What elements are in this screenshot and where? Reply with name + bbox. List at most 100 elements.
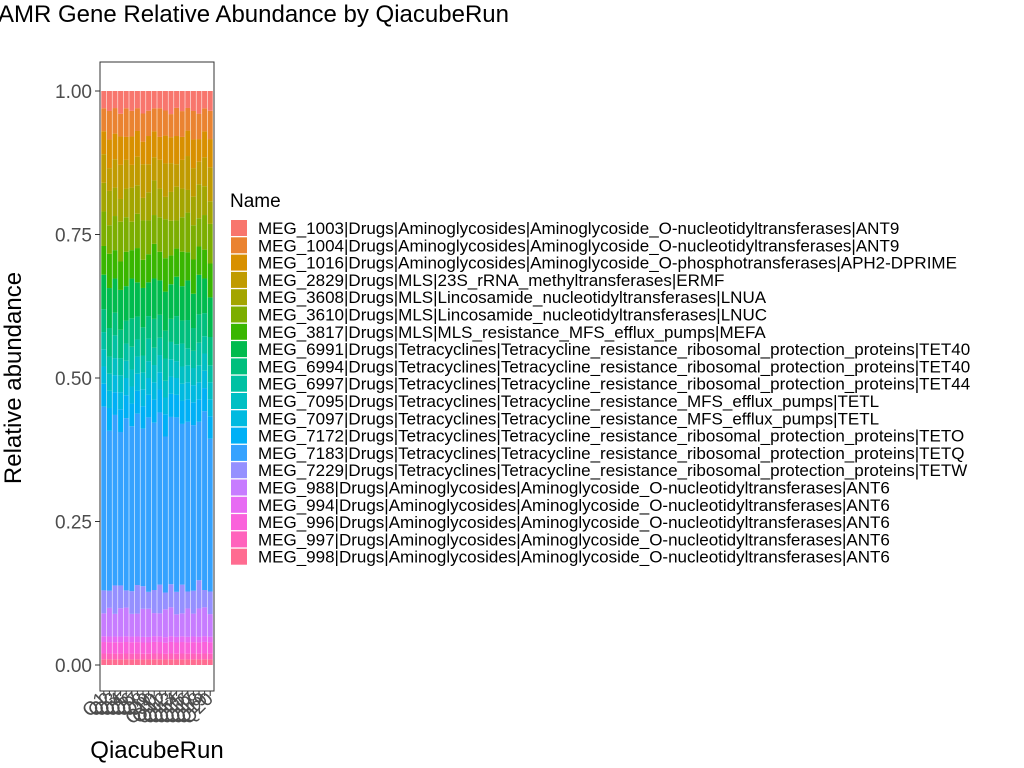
bar-segment bbox=[101, 332, 107, 350]
bar-segment bbox=[196, 653, 202, 660]
bar-segment bbox=[207, 399, 213, 417]
bar-segment bbox=[202, 607, 208, 637]
bar-segment bbox=[162, 397, 168, 415]
legend-swatch bbox=[231, 358, 247, 375]
legend-swatch bbox=[231, 341, 247, 358]
bar-segment bbox=[185, 608, 191, 637]
bar-segment bbox=[174, 316, 180, 345]
bar-segment bbox=[101, 383, 107, 407]
legend-entry: MEG_7172|Drugs|Tetracyclines|Tetracyclin… bbox=[258, 427, 964, 446]
bar-segment bbox=[179, 217, 185, 252]
bar-segment bbox=[112, 414, 118, 586]
bar-segment bbox=[151, 613, 157, 637]
bar-segment bbox=[179, 188, 185, 218]
legend-entry: MEG_1003|Drugs|Aminoglycosides|Aminoglyc… bbox=[258, 219, 899, 238]
bar-segment bbox=[134, 213, 140, 249]
bar-segment bbox=[134, 390, 140, 414]
plot-area bbox=[101, 91, 213, 665]
bar-segment bbox=[118, 289, 124, 330]
bar-segment bbox=[185, 252, 191, 281]
bar-segment bbox=[112, 636, 118, 643]
bar-segment bbox=[157, 613, 163, 637]
legend-title: Name bbox=[230, 191, 281, 212]
bar-segment bbox=[118, 375, 124, 393]
bar-segment bbox=[101, 182, 107, 212]
legend-swatch bbox=[231, 531, 247, 548]
bar-segment bbox=[106, 430, 112, 591]
bar-segment bbox=[123, 217, 129, 252]
bar-segment bbox=[174, 642, 180, 654]
bar-segment bbox=[106, 91, 112, 111]
bar-segment bbox=[162, 659, 168, 665]
y-tick-label: 0.50 bbox=[55, 369, 92, 390]
bar-segment bbox=[123, 607, 129, 637]
bar-segment bbox=[179, 159, 185, 189]
legend-swatch bbox=[231, 462, 247, 479]
bar-segment bbox=[118, 392, 124, 410]
bar-segment bbox=[151, 641, 157, 654]
plot-border bbox=[99, 61, 215, 692]
bar-segment bbox=[157, 337, 163, 356]
bar-segment bbox=[168, 191, 174, 221]
bar-segment bbox=[112, 585, 118, 614]
bar-segment bbox=[140, 197, 146, 221]
bar-segment bbox=[134, 653, 140, 660]
bar-segment bbox=[185, 320, 191, 349]
bar-segment bbox=[207, 614, 213, 637]
legend-entry: MEG_7097|Drugs|Tetracyclines|Tetracyclin… bbox=[258, 409, 879, 428]
legend-entry: MEG_3608|Drugs|MLS|Lincosamide_nucleotid… bbox=[258, 288, 767, 307]
bar-segment bbox=[190, 139, 196, 169]
bar-segment bbox=[112, 659, 118, 665]
bar-segment bbox=[129, 136, 135, 165]
chart-title: AMR Gene Relative Abundance by QiacubeRu… bbox=[0, 1, 509, 28]
bar-segment bbox=[196, 382, 202, 400]
legend-entry: MEG_988|Drugs|Aminoglycosides|Aminoglyco… bbox=[258, 479, 890, 498]
bar-segment bbox=[118, 329, 124, 359]
bar-segment bbox=[196, 139, 202, 162]
bar-segment bbox=[140, 287, 146, 328]
bar-segment bbox=[146, 282, 152, 317]
bar-segment bbox=[151, 659, 157, 665]
bar-segment bbox=[118, 358, 124, 376]
legend-entry: MEG_7183|Drugs|Tetracyclines|Tetracyclin… bbox=[258, 444, 964, 463]
bar-segment bbox=[202, 313, 208, 337]
bar-segment bbox=[146, 136, 152, 165]
bar-segment bbox=[134, 339, 140, 357]
bar-segment bbox=[146, 653, 152, 660]
bar-segment bbox=[140, 586, 146, 609]
bar-segment bbox=[157, 659, 163, 665]
bar-segment bbox=[123, 636, 129, 643]
bar-segment bbox=[185, 636, 191, 643]
bar-segment bbox=[202, 659, 208, 665]
bar-segment bbox=[106, 659, 112, 665]
legend-swatch bbox=[231, 375, 247, 392]
bar-segment bbox=[162, 110, 168, 136]
bar-segment bbox=[196, 580, 202, 609]
bar-segment bbox=[207, 91, 213, 111]
bar-segment bbox=[101, 636, 107, 643]
bar-segment bbox=[140, 389, 146, 407]
bar-segment bbox=[101, 659, 107, 665]
bar-segment bbox=[179, 366, 185, 384]
bar-segment bbox=[207, 110, 213, 140]
bar-segment bbox=[174, 653, 180, 660]
x-axis-title: QiacubeRun bbox=[90, 737, 223, 764]
bar-segment bbox=[162, 637, 168, 643]
bar-segment bbox=[112, 335, 118, 359]
bar-segment bbox=[118, 585, 124, 609]
bar-segment bbox=[185, 189, 191, 213]
bar-segment bbox=[185, 348, 191, 366]
bar-segment bbox=[134, 642, 140, 654]
bar-segment bbox=[162, 609, 168, 638]
legend-entry: MEG_1016|Drugs|Aminoglycosides|Aminoglyc… bbox=[258, 254, 957, 273]
legend-entry: MEG_1004|Drugs|Aminoglycosides|Aminoglyc… bbox=[258, 236, 899, 255]
bar-segment bbox=[168, 641, 174, 654]
bar-segment bbox=[129, 318, 135, 347]
bar-segment bbox=[174, 91, 180, 108]
legend-swatch bbox=[231, 548, 247, 565]
bar-segment bbox=[106, 373, 112, 391]
bar-segment bbox=[157, 188, 163, 218]
bar-segment bbox=[146, 192, 152, 221]
bar-segment bbox=[185, 107, 191, 131]
bar-segment bbox=[190, 653, 196, 660]
